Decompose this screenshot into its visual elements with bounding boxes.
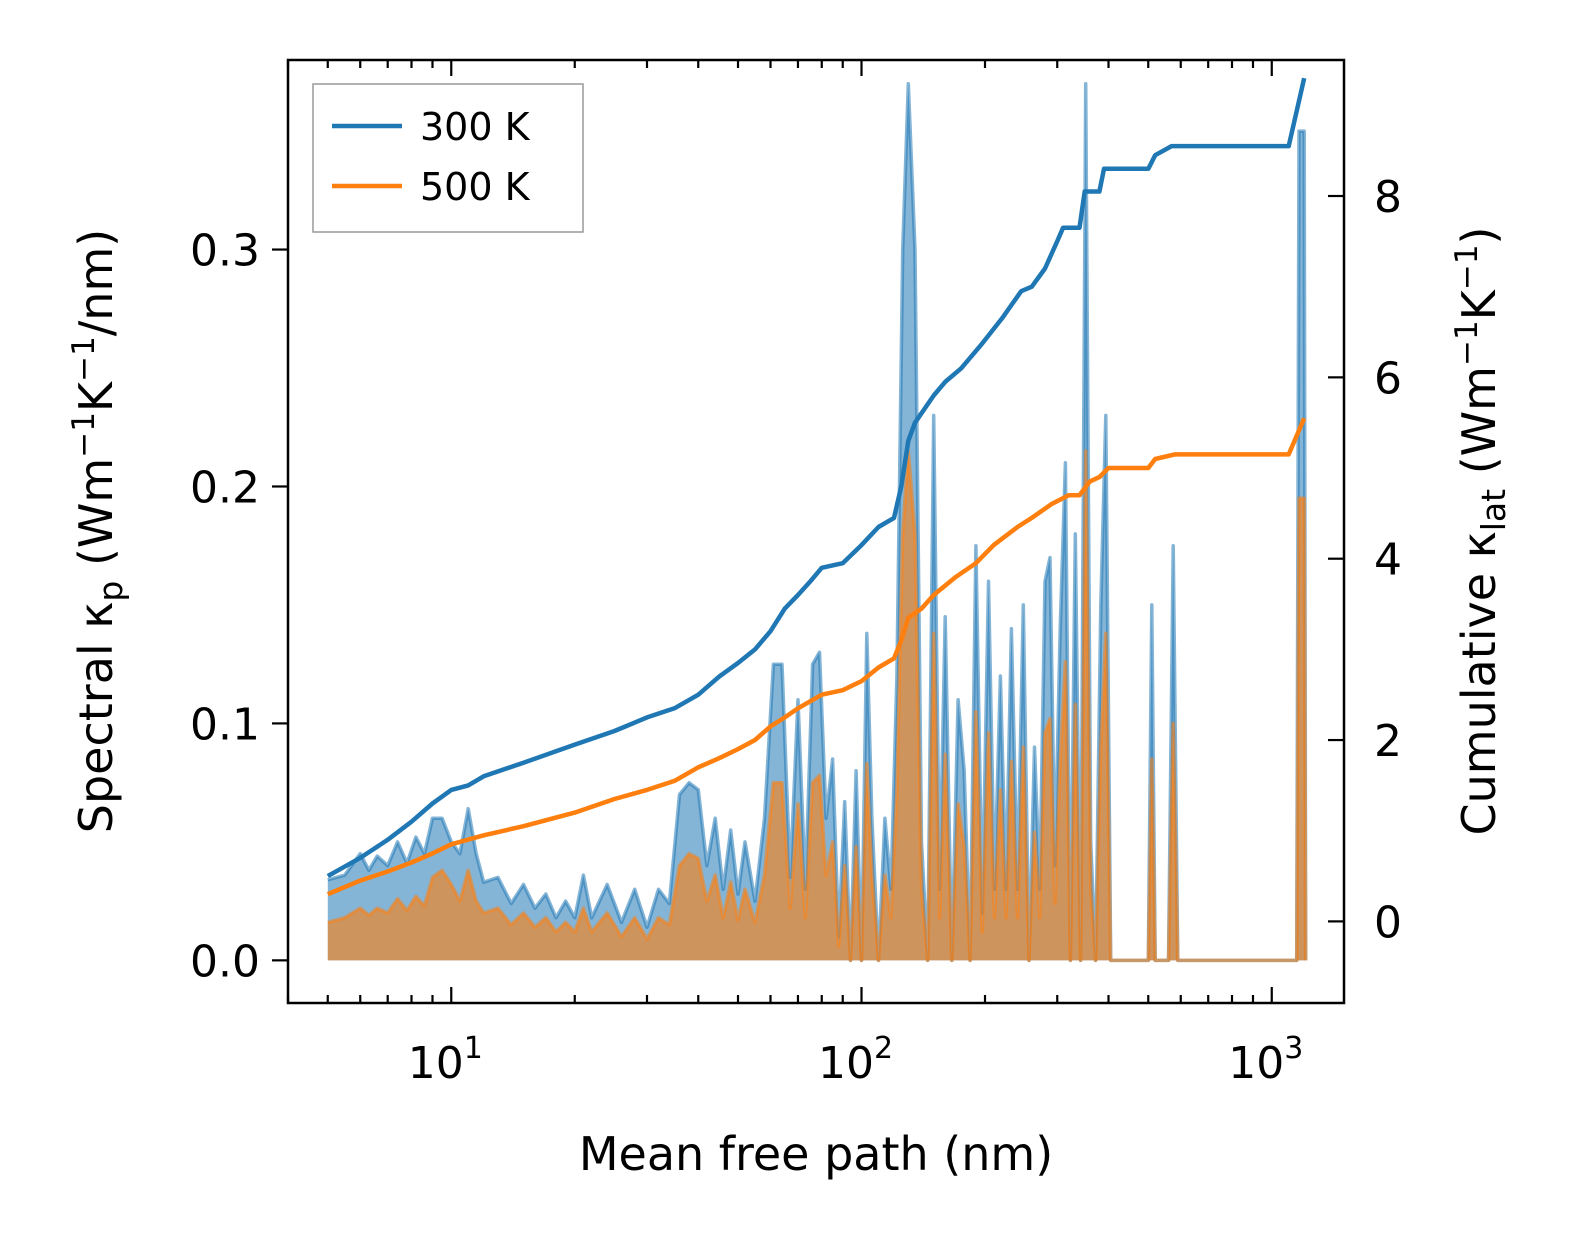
x-tick-label: 103 — [1228, 1031, 1303, 1089]
y-right-tick-label: 0 — [1374, 897, 1402, 948]
cumulative-line-500k — [326, 417, 1307, 897]
y-left-tick-label: 0.1 — [190, 699, 260, 750]
cumulative-line-300k — [326, 77, 1307, 879]
plot-frame — [286, 58, 1346, 1005]
cumulative-lines — [326, 77, 1307, 897]
legend-frame — [312, 83, 584, 233]
axis-ticks: 101 102 103 0.0 0.1 0.2 0.3 0 2 4 6 8 — [190, 60, 1402, 1089]
y-axis-left-label: Spectral κp (Wm−1K−1/nm) — [66, 229, 130, 833]
y-left-tick-label: 0.2 — [190, 462, 260, 513]
legend-label-300k: 300 K — [420, 105, 531, 149]
y-right-tick-label: 2 — [1374, 716, 1402, 767]
spectral-area-500k — [327, 450, 1306, 961]
legend-label-500k: 500 K — [420, 165, 531, 209]
legend: 300 K 500 K — [312, 83, 584, 233]
spectral-edge-500k — [327, 449, 1308, 963]
spectral-fills — [327, 81, 1308, 963]
y-right-tick-label: 8 — [1374, 172, 1402, 223]
y-right-tick-label: 6 — [1374, 353, 1402, 404]
x-tick-label: 102 — [818, 1031, 893, 1089]
y-left-tick-label: 0.3 — [190, 226, 260, 277]
y-axis-right-label: Cumulative κlat (Wm−1K−1) — [1449, 226, 1513, 835]
y-right-tick-label: 4 — [1374, 535, 1402, 586]
x-tick-label: 101 — [408, 1031, 483, 1089]
x-axis-label: Mean free path (nm) — [579, 1127, 1053, 1181]
y-left-tick-label: 0.0 — [190, 936, 260, 987]
